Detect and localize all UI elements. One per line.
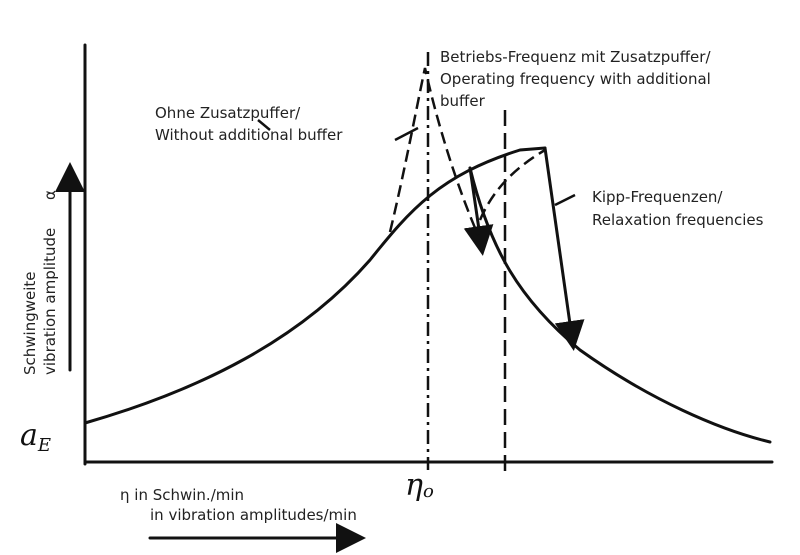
annotation: Operating frequency with additional: [440, 70, 711, 88]
annotation: Without additional buffer: [155, 126, 343, 144]
x-label-line: η in Schwin./min: [120, 486, 244, 504]
descending-branch: [468, 166, 772, 444]
annotation: Kipp-Frequenzen/: [592, 188, 723, 206]
x-label-line: in vibration amplitudes/min: [150, 506, 357, 524]
a-e-label: aE: [20, 418, 51, 456]
eta0-label: ηo: [405, 468, 434, 503]
y-label-line: vibration amplitude: [41, 228, 59, 375]
annotation: buffer: [440, 92, 486, 110]
a-e: a: [20, 418, 38, 453]
y-label-line: Schwingweite: [21, 271, 39, 375]
annotation: Betriebs-Frequenz mit Zusatzpuffer/: [440, 48, 711, 66]
annotation: Ohne Zusatzpuffer/: [155, 104, 301, 122]
y-label: Schwingweite vibration amplitude α: [21, 190, 59, 375]
eta0-sub: o: [423, 481, 434, 502]
a-e-sub: E: [37, 435, 51, 456]
jump-arrow: [463, 166, 494, 256]
resonance-curve: [83, 146, 547, 425]
pointer: [257, 119, 576, 207]
y-symbol: α: [41, 190, 59, 200]
eta0: η: [405, 468, 423, 503]
jump-arrow: [543, 146, 585, 351]
annotation: Relaxation frequencies: [592, 211, 764, 229]
buffer-curve: [388, 67, 546, 236]
